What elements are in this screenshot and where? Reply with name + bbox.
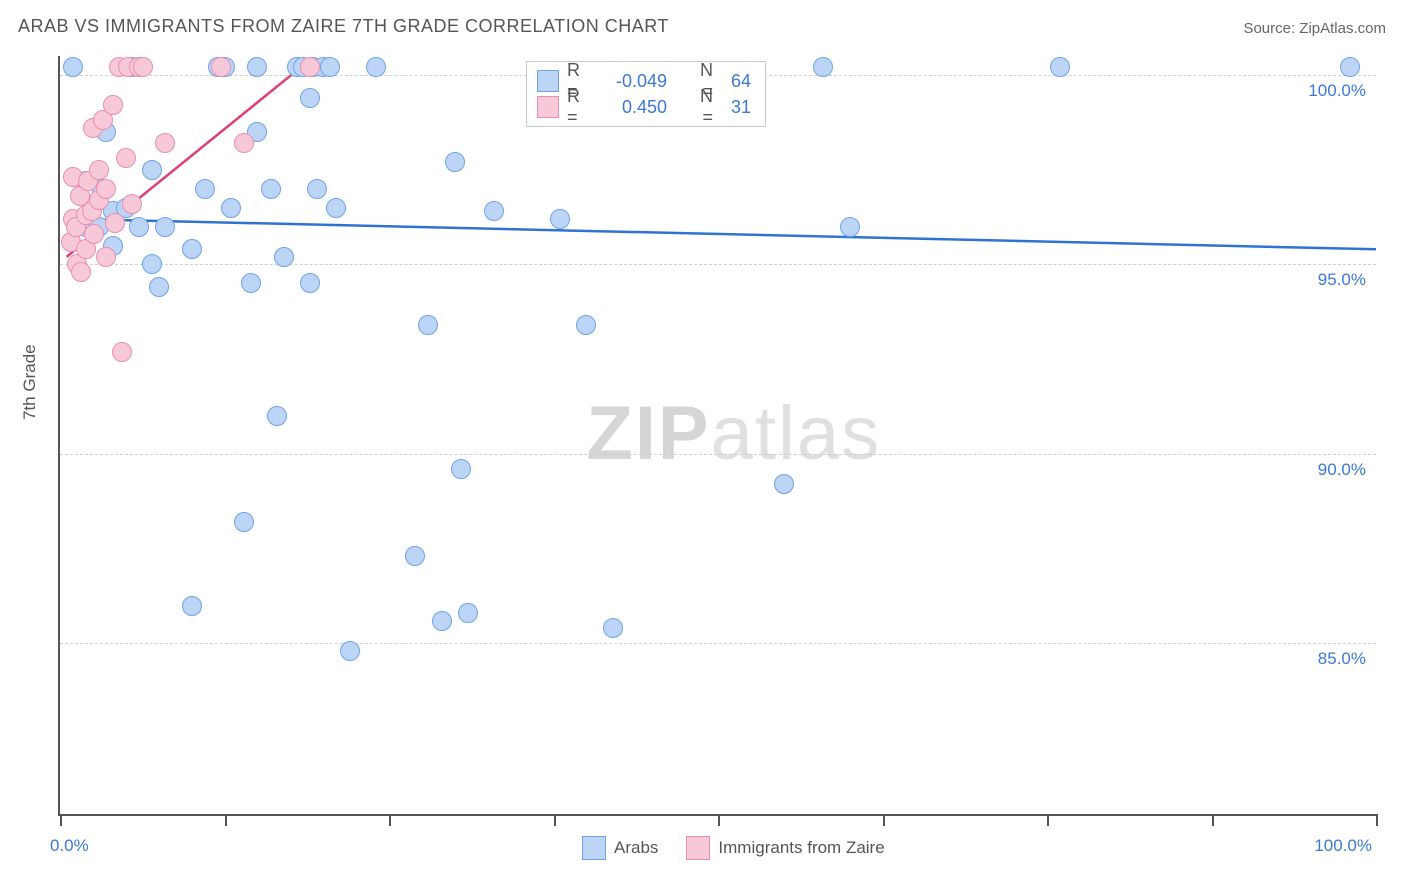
- point-arabs: [307, 179, 327, 199]
- point-arabs: [247, 57, 267, 77]
- point-zaire: [112, 342, 132, 362]
- point-zaire: [300, 57, 320, 77]
- point-arabs: [261, 179, 281, 199]
- point-arabs: [63, 57, 83, 77]
- x-tick-label: 100.0%: [1314, 836, 1372, 856]
- point-zaire: [133, 57, 153, 77]
- legend-swatch-icon: [537, 70, 559, 92]
- point-arabs: [550, 209, 570, 229]
- point-zaire: [105, 213, 125, 233]
- point-arabs: [774, 474, 794, 494]
- point-arabs: [195, 179, 215, 199]
- point-zaire: [96, 247, 116, 267]
- chart-title: ARAB VS IMMIGRANTS FROM ZAIRE 7TH GRADE …: [18, 16, 669, 37]
- trend-lines: [60, 56, 1376, 814]
- point-arabs: [405, 546, 425, 566]
- series-legend-item-zaire: Immigrants from Zaire: [686, 836, 884, 860]
- x-tick: [554, 814, 556, 826]
- point-arabs: [432, 611, 452, 631]
- legend-n-value: 64: [721, 71, 751, 92]
- legend-n-value: 31: [721, 97, 751, 118]
- x-tick: [389, 814, 391, 826]
- point-zaire: [96, 179, 116, 199]
- point-arabs: [234, 512, 254, 532]
- point-arabs: [274, 247, 294, 267]
- legend-r-value: 0.450: [603, 97, 667, 118]
- point-arabs: [445, 152, 465, 172]
- point-arabs: [182, 596, 202, 616]
- y-axis-label: 7th Grade: [20, 344, 40, 420]
- point-zaire: [116, 148, 136, 168]
- point-zaire: [84, 224, 104, 244]
- point-arabs: [366, 57, 386, 77]
- point-arabs: [182, 239, 202, 259]
- point-arabs: [840, 217, 860, 237]
- source-label: Source: ZipAtlas.com: [1243, 20, 1386, 37]
- point-arabs: [1340, 57, 1360, 77]
- point-arabs: [142, 160, 162, 180]
- scatter-plot: ZIPatlas100.0%95.0%90.0%85.0%0.0%100.0%R…: [58, 56, 1376, 816]
- legend-r-value: -0.049: [603, 71, 667, 92]
- x-tick-label: 0.0%: [50, 836, 89, 856]
- legend-swatch-icon: [537, 96, 559, 118]
- legend-n-label: N =: [685, 86, 713, 128]
- point-zaire: [89, 160, 109, 180]
- point-arabs: [142, 254, 162, 274]
- point-arabs: [155, 217, 175, 237]
- point-arabs: [267, 406, 287, 426]
- point-zaire: [122, 194, 142, 214]
- point-zaire: [103, 95, 123, 115]
- x-tick: [60, 814, 62, 826]
- point-arabs: [418, 315, 438, 335]
- series-legend-item-arabs: Arabs: [582, 836, 658, 860]
- trend-line-arabs: [73, 219, 1376, 249]
- x-tick: [1212, 814, 1214, 826]
- point-arabs: [451, 459, 471, 479]
- series-label: Immigrants from Zaire: [718, 838, 884, 858]
- point-arabs: [149, 277, 169, 297]
- legend-swatch-icon: [686, 836, 710, 860]
- point-arabs: [576, 315, 596, 335]
- point-zaire: [211, 57, 231, 77]
- point-arabs: [320, 57, 340, 77]
- x-tick: [225, 814, 227, 826]
- point-zaire: [234, 133, 254, 153]
- point-arabs: [603, 618, 623, 638]
- point-arabs: [300, 273, 320, 293]
- series-legend: Arabs Immigrants from Zaire: [582, 836, 885, 860]
- point-arabs: [458, 603, 478, 623]
- point-arabs: [340, 641, 360, 661]
- series-label: Arabs: [614, 838, 658, 858]
- correlation-legend: R = -0.049 N = 64R =0.450N =31: [526, 61, 766, 127]
- point-arabs: [129, 217, 149, 237]
- x-tick: [883, 814, 885, 826]
- point-zaire: [155, 133, 175, 153]
- point-zaire: [71, 262, 91, 282]
- x-tick: [1047, 814, 1049, 826]
- x-tick: [1376, 814, 1378, 826]
- point-arabs: [326, 198, 346, 218]
- legend-row-zaire: R =0.450N =31: [537, 94, 751, 120]
- x-tick: [718, 814, 720, 826]
- point-arabs: [813, 57, 833, 77]
- point-arabs: [221, 198, 241, 218]
- legend-swatch-icon: [582, 836, 606, 860]
- point-arabs: [300, 88, 320, 108]
- legend-r-label: R =: [567, 86, 595, 128]
- point-arabs: [241, 273, 261, 293]
- point-arabs: [1050, 57, 1070, 77]
- point-arabs: [484, 201, 504, 221]
